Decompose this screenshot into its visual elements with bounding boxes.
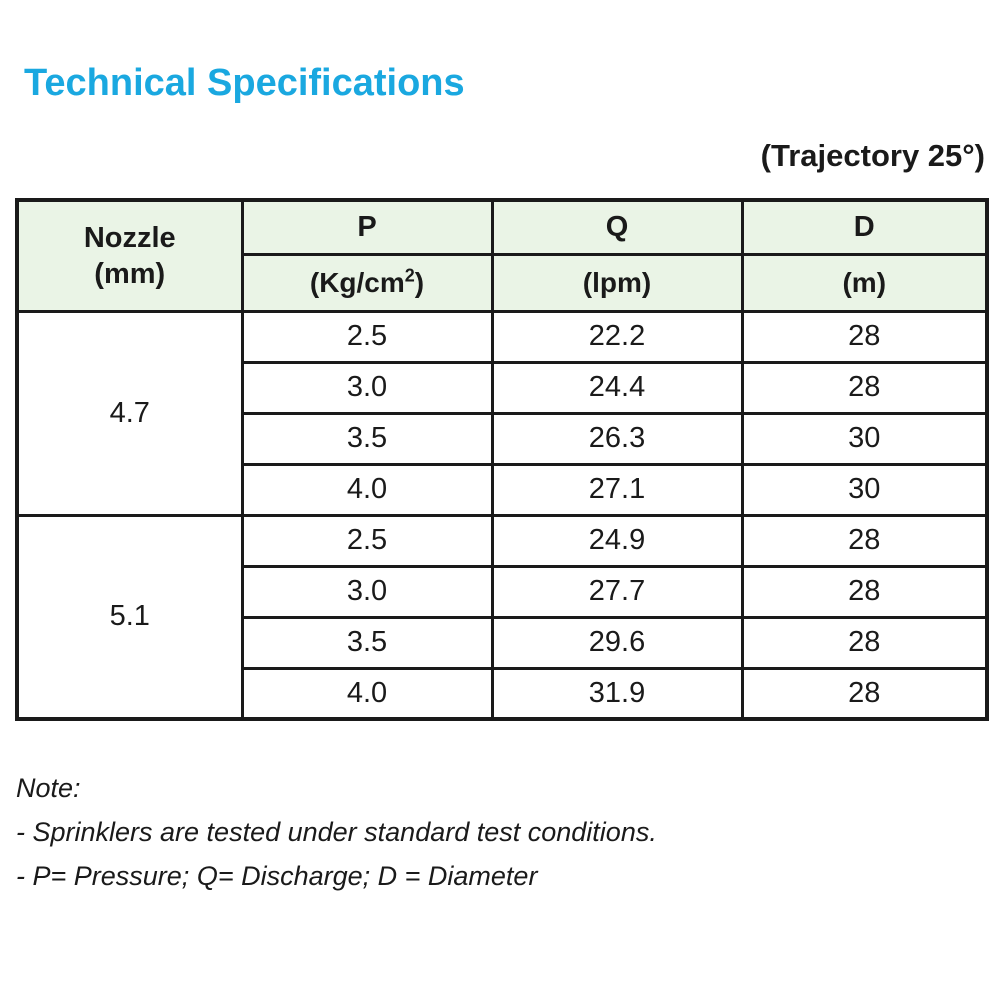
cell-p: 2.5 bbox=[240, 513, 494, 568]
cell-q: 24.4 bbox=[490, 360, 744, 415]
p-unit-close: ) bbox=[414, 266, 425, 298]
table-header-row-units: (Kg/cm2) (lpm) (m) bbox=[17, 252, 989, 313]
spec-table: Nozzle (mm) P Q D (Kg/cm2) (lpm) (m) 4.7… bbox=[15, 198, 989, 721]
note-line-1: - Sprinklers are tested under standard t… bbox=[16, 816, 657, 847]
cell-p: 3.5 bbox=[240, 615, 494, 670]
table-row: 3.5 29.6 28 bbox=[17, 615, 989, 670]
cell-d: 30 bbox=[740, 411, 989, 466]
header-nozzle-line2: (mm) bbox=[94, 257, 166, 290]
table-row: 4.0 31.9 28 bbox=[17, 666, 989, 721]
cell-d: 28 bbox=[740, 564, 989, 619]
cell-q: 31.9 bbox=[490, 666, 744, 721]
trajectory-label: (Trajectory 25°) bbox=[760, 138, 985, 173]
cell-q: 29.6 bbox=[490, 615, 744, 670]
cell-d: 28 bbox=[740, 513, 989, 568]
cell-q: 22.2 bbox=[490, 309, 744, 364]
header-d-unit: (m) bbox=[740, 252, 989, 313]
header-nozzle: Nozzle (mm) bbox=[15, 198, 244, 313]
cell-q: 26.3 bbox=[490, 411, 744, 466]
note-line-2: - P= Pressure; Q= Discharge; D = Diamete… bbox=[16, 860, 538, 891]
cell-p: 2.5 bbox=[240, 309, 494, 364]
nozzle-value-4-7: 4.7 bbox=[15, 309, 244, 517]
cell-p: 4.0 bbox=[240, 666, 494, 721]
cell-p: 3.0 bbox=[240, 360, 494, 415]
table-row: 3.0 27.7 28 bbox=[17, 564, 989, 619]
cell-q: 27.7 bbox=[490, 564, 744, 619]
cell-d: 28 bbox=[740, 360, 989, 415]
cell-d: 30 bbox=[740, 462, 989, 517]
notes-section: Note: - Sprinklers are tested under stan… bbox=[16, 768, 657, 900]
cell-q: 27.1 bbox=[490, 462, 744, 517]
cell-p: 3.5 bbox=[240, 411, 494, 466]
table-row: 5.1 2.5 24.9 28 bbox=[15, 513, 989, 721]
table-row: 3.5 26.3 30 bbox=[17, 411, 989, 466]
table-header-row-labels: Nozzle (mm) P Q D bbox=[15, 198, 989, 313]
header-nozzle-line1: Nozzle bbox=[83, 221, 176, 254]
cell-q: 24.9 bbox=[490, 513, 744, 568]
table-row: 4.7 2.5 22.2 28 bbox=[15, 309, 989, 517]
header-q: Q bbox=[490, 198, 744, 256]
header-p: P bbox=[240, 198, 494, 256]
cell-d: 28 bbox=[740, 666, 989, 721]
header-d: D bbox=[740, 198, 989, 256]
cell-d: 28 bbox=[740, 615, 989, 670]
note-title: Note: bbox=[16, 773, 81, 803]
nozzle-value-5-1: 5.1 bbox=[15, 513, 244, 721]
table-row: 3.0 24.4 28 bbox=[17, 360, 989, 415]
page-title: Technical Specifications bbox=[24, 62, 465, 104]
cell-d: 28 bbox=[740, 309, 989, 364]
header-q-unit: (lpm) bbox=[490, 252, 744, 313]
p-unit-sup: 2 bbox=[404, 265, 415, 286]
table-row: 4.0 27.1 30 bbox=[17, 462, 989, 517]
header-p-unit: (Kg/cm2) bbox=[240, 252, 494, 313]
p-unit-base: (Kg/cm bbox=[309, 266, 405, 298]
cell-p: 4.0 bbox=[240, 462, 494, 517]
cell-p: 3.0 bbox=[240, 564, 494, 619]
